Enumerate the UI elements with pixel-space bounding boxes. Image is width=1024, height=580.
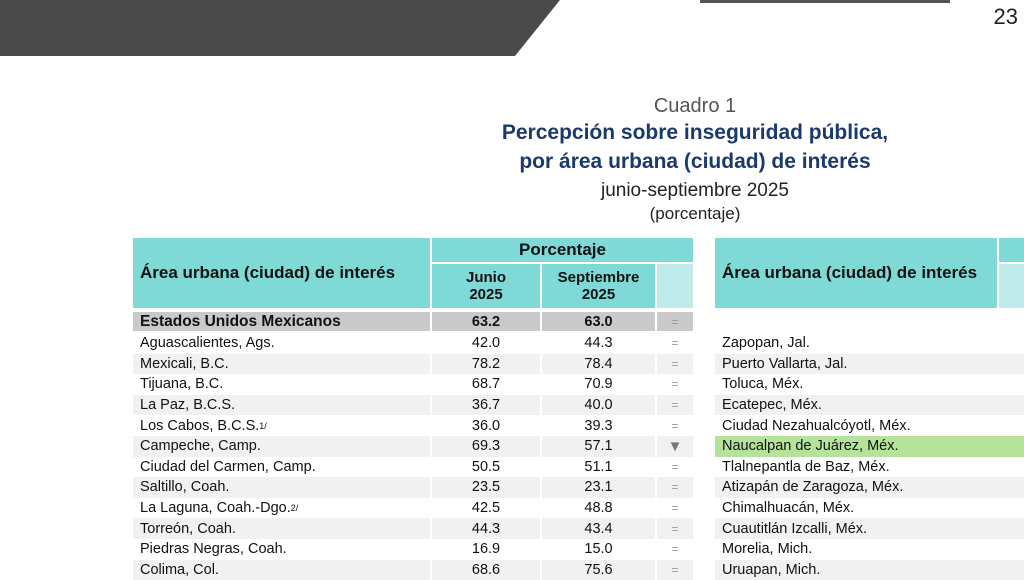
row-name: Zapopan, Jal. <box>715 333 1024 354</box>
row-value: 16.9 <box>432 539 540 560</box>
header-cell: Área urbana (ciudad) de interés <box>133 238 430 308</box>
row-value: 23.1 <box>542 477 655 498</box>
row-name: Saltillo, Coah. <box>133 477 430 498</box>
row-name: Tlalnepantla de Baz, Méx. <box>715 456 1024 478</box>
row-value: 15.0 <box>542 539 655 560</box>
row-value: 44.3 <box>542 333 655 354</box>
header-cell: Junio 2025 <box>432 264 540 308</box>
row-name: Aguascalientes, Ags. <box>133 333 430 354</box>
row-value: 57.1 <box>542 436 655 457</box>
row-name: Chimalhuacán, Méx. <box>715 497 1024 519</box>
header-cell <box>657 264 693 308</box>
row-name: Morelia, Mich. <box>715 539 1024 560</box>
caption-title: por área urbana (ciudad) de interés <box>519 150 871 173</box>
row-name: Los Cabos, B.C.S. 1/ <box>133 415 430 436</box>
row-value: 23.5 <box>432 477 540 498</box>
row-name: Puerto Vallarta, Jal. <box>715 353 1024 375</box>
row-value: 75.6 <box>542 559 655 580</box>
row-name: Toluca, Méx. <box>715 374 1024 395</box>
top-banner <box>0 0 950 56</box>
row-change: = <box>657 518 693 539</box>
row-name: Cuautitlán Izcalli, Méx. <box>715 518 1024 539</box>
header-cell: Área urbana (ciudad) de interés <box>715 238 997 308</box>
row-value: 68.6 <box>432 559 540 580</box>
row-name: La Paz, B.C.S. <box>133 394 430 416</box>
total-change: = <box>657 312 693 331</box>
row-value: 39.3 <box>542 415 655 436</box>
row-name: Atizapán de Zaragoza, Méx. <box>715 477 1024 498</box>
row-value: 42.0 <box>432 333 540 354</box>
row-value: 78.4 <box>542 353 655 375</box>
row-change: = <box>657 333 693 354</box>
row-value: 68.7 <box>432 374 540 395</box>
caption-unit: (porcentaje) <box>649 204 741 223</box>
row-value: 36.7 <box>432 394 540 416</box>
header-cell: Septiembre 2025 <box>542 264 655 308</box>
row-value: 51.1 <box>542 456 655 478</box>
caption-period: junio-septiembre 2025 <box>600 180 789 201</box>
row-value: 36.0 <box>432 415 540 436</box>
row-change: = <box>657 415 693 436</box>
row-name: Mexicali, B.C. <box>133 353 430 375</box>
row-name: Naucalpan de Juárez, Méx. <box>715 436 1024 457</box>
total-value: 63.0 <box>542 312 655 331</box>
row-value: 69.3 <box>432 436 540 457</box>
row-change: ▼ <box>657 436 693 457</box>
header-cell <box>999 264 1024 308</box>
row-value: 44.3 <box>432 518 540 539</box>
total-row: Estados Unidos Mexicanos <box>133 312 430 331</box>
row-name: Campeche, Camp. <box>133 436 430 457</box>
row-name: Ecatepec, Méx. <box>715 394 1024 416</box>
page-number: 23 <box>993 4 1018 29</box>
row-name: Piedras Negras, Coah. <box>133 539 430 560</box>
caption-title: Percepción sobre inseguridad pública, <box>501 121 889 144</box>
caption-label: Cuadro 1 <box>653 95 737 117</box>
row-value: 42.5 <box>432 497 540 519</box>
row-name: Ciudad del Carmen, Camp. <box>133 456 430 478</box>
banner-shape <box>0 0 560 56</box>
row-change: = <box>657 559 693 580</box>
footnote-ref: 1/ <box>259 420 267 431</box>
row-change: = <box>657 539 693 560</box>
header-cell: Porcentaje <box>432 238 693 262</box>
total-value: 63.2 <box>432 312 540 331</box>
row-name: Uruapan, Mich. <box>715 559 1024 580</box>
row-value: 43.4 <box>542 518 655 539</box>
row-value: 70.9 <box>542 374 655 395</box>
row-value: 48.8 <box>542 497 655 519</box>
row-change: = <box>657 456 693 478</box>
row-name: Torreón, Coah. <box>133 518 430 539</box>
header-rule <box>700 0 950 3</box>
row-value: 78.2 <box>432 353 540 375</box>
footnote-ref: 2/ <box>290 503 299 514</box>
row-name: Tijuana, B.C. <box>133 374 430 395</box>
row-value: 40.0 <box>542 394 655 416</box>
row-name: Ciudad Nezahualcóyotl, Méx. <box>715 415 1024 436</box>
row-value: 50.5 <box>432 456 540 478</box>
row-change: = <box>657 353 693 375</box>
header-cell <box>999 238 1024 262</box>
row-name: La Laguna, Coah.-Dgo. 2/ <box>133 497 430 519</box>
row-change: = <box>657 394 693 416</box>
row-change: = <box>657 374 693 395</box>
row-change: = <box>657 477 693 498</box>
row-name: Colima, Col. <box>133 559 430 580</box>
row-change: = <box>657 497 693 519</box>
